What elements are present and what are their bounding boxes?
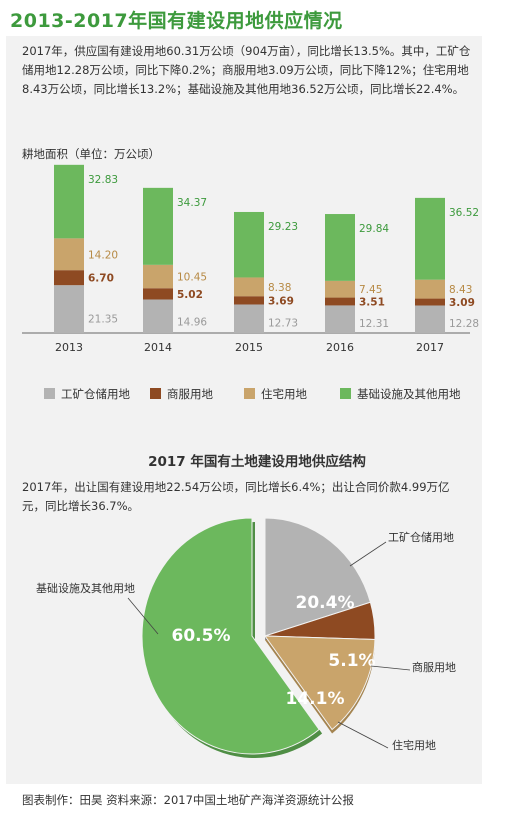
bar-segment-residential [325,280,355,298]
pie-callout-line [337,721,389,749]
bar-category-label: 2017 [416,341,444,354]
pie-callout-label: 工矿仓储用地 [388,530,454,544]
pie-percent-label: 60.5% [172,626,231,646]
bar-value-label: 3.51 [359,296,385,308]
bar-segment-residential [54,238,84,271]
bar-category-label: 2015 [235,341,263,354]
bar-segment-commercial [415,298,445,306]
legend-swatch-industrial [44,388,55,399]
pie-callout-label: 商服用地 [412,660,456,674]
bar-value-label: 12.31 [359,318,389,330]
bar-value-label: 32.83 [88,174,118,186]
bar-value-label: 14.20 [88,249,118,261]
bar-segment-infrastructure [54,164,84,239]
pie-percent-label: 14.1% [286,689,345,709]
pie-callout-label: 住宅用地 [392,738,436,752]
bar-segment-industrial [234,304,264,333]
bar-unit-label: 耕地面积（单位：万公顷） [22,147,160,161]
bar-value-label: 29.84 [359,223,389,235]
bar-value-label: 12.73 [268,318,298,330]
bar-segment-commercial [54,270,84,286]
legend-label: 工矿仓储用地 [61,387,130,401]
bar-value-label: 8.38 [268,282,291,294]
legend-item-infrastructure: 基础设施及其他用地 [340,386,461,402]
bar-segment-infrastructure [143,187,173,265]
legend-label: 商服用地 [167,387,213,401]
bar-category-label: 2013 [55,341,83,354]
legend-swatch-infrastructure [340,388,351,399]
bar-segment-commercial [325,297,355,306]
bar-category-label: 2014 [144,341,172,354]
pie-percent-label: 5.1% [328,651,375,671]
pie-slice-infrastructure [141,517,320,755]
pie-callout-line [127,597,159,635]
bar-value-label: 3.09 [449,297,475,309]
bar-value-label: 34.37 [177,197,207,209]
pie-slice-residential [264,635,376,731]
legend-item-industrial: 工矿仓储用地 [44,386,130,402]
legend-label: 住宅用地 [261,387,307,401]
bar-value-label: 8.43 [449,284,472,296]
bar-value-label: 3.69 [268,295,294,307]
legend-item-residential: 住宅用地 [244,386,307,402]
bar-segment-industrial [415,305,445,333]
legend-swatch-residential [244,388,255,399]
pie-slice-industrial [264,517,372,637]
bar-segment-infrastructure [415,197,445,280]
bar-segment-commercial [143,288,173,300]
bar-segment-infrastructure [325,214,355,281]
bar-value-label: 10.45 [177,272,207,284]
bar-summary-text: 2017年，供应国有建设用地60.31万公顷（904万亩），同比增长13.5%。… [22,44,471,96]
footer-source: 图表制作：田昊 资料来源：2017中国土地矿产海洋资源统计公报 [22,793,354,807]
bar-segment-residential [234,277,264,297]
bar-legend: 工矿仓储用地 商服用地 住宅用地 基础设施及其他用地 [22,386,482,406]
legend-swatch-commercial [150,388,161,399]
bar-value-label: 5.02 [177,289,203,301]
bar-segment-industrial [143,299,173,333]
bar-value-label: 14.96 [177,317,207,329]
bar-value-label: 6.70 [88,273,114,285]
pie-callout-line [370,665,411,671]
pie-callout-line [349,541,387,567]
pie-percent-label: 20.4% [296,593,355,613]
bar-segment-industrial [54,285,84,333]
pie-title: 2017 年国有土地建设用地供应结构 [148,454,366,470]
pie-summary-text: 2017年，出让国有建设用地22.54万公顷，同比增长6.4%；出让合同价款4.… [22,480,450,513]
bar-segment-infrastructure [234,211,264,278]
legend-label: 基础设施及其他用地 [357,387,461,401]
bar-value-label: 36.52 [449,207,479,219]
bar-segment-commercial [234,296,264,305]
bar-segment-residential [415,279,445,299]
bar-segment-residential [143,264,173,289]
bar-value-label: 7.45 [359,284,382,296]
page-title: 2013-2017年国有建设用地供应情况 [10,10,343,32]
bar-value-label: 29.23 [268,221,298,233]
bar-segment-industrial [325,305,355,333]
legend-item-commercial: 商服用地 [150,386,213,402]
bar-value-label: 21.35 [88,313,118,325]
bar-value-label: 12.28 [449,318,479,330]
bar-category-label: 2016 [326,341,354,354]
pie-callout-label: 基础设施及其他用地 [36,582,135,595]
